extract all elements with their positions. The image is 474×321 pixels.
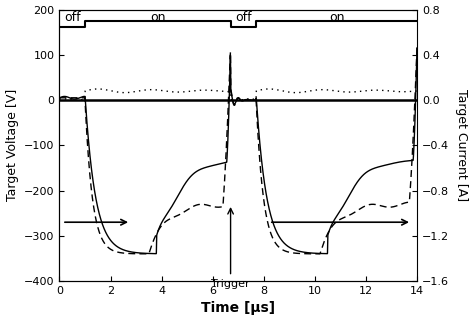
Y-axis label: Target Voltage [V]: Target Voltage [V]: [6, 89, 18, 201]
Text: off: off: [64, 11, 81, 24]
Text: off: off: [235, 11, 252, 24]
Text: on: on: [329, 11, 344, 24]
Text: on: on: [150, 11, 165, 24]
Text: Trigger: Trigger: [211, 279, 250, 289]
X-axis label: Time [μs]: Time [μs]: [201, 301, 275, 316]
Y-axis label: Target Current [A]: Target Current [A]: [456, 89, 468, 201]
